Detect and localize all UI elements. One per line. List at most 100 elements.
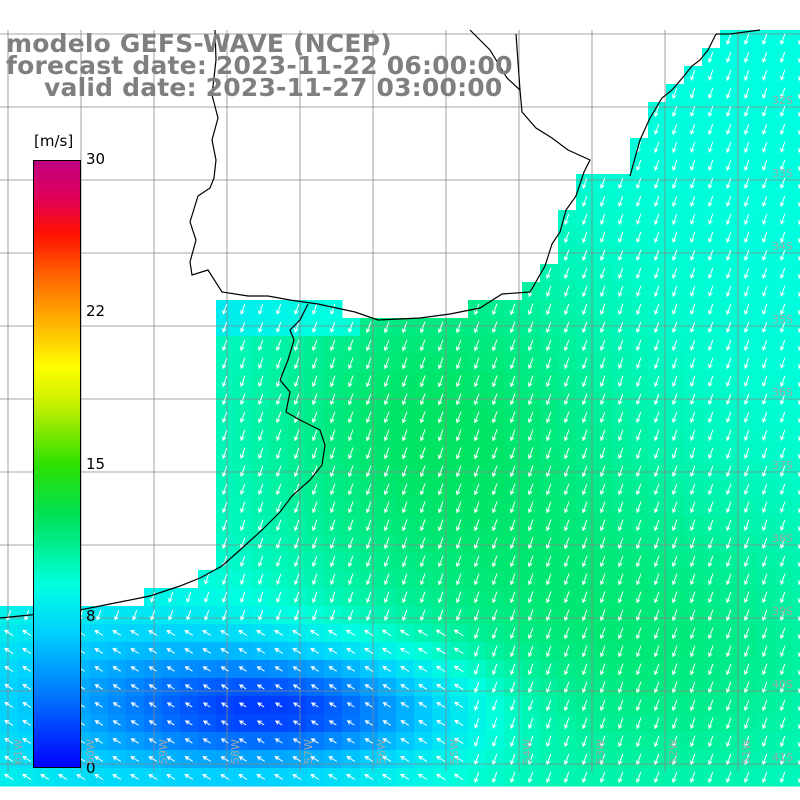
field-cell: [792, 426, 800, 445]
wind-arrow: [312, 303, 318, 315]
wind-arrow: [166, 629, 176, 636]
wind-arrow: [474, 681, 480, 693]
wind-arrow: [617, 645, 624, 658]
wind-arrow: [293, 375, 300, 388]
wind-arrow: [635, 717, 642, 730]
wind-arrow: [365, 321, 372, 334]
wind-arrow: [274, 702, 283, 708]
wind-arrow: [419, 501, 426, 514]
field-cell: [792, 84, 800, 103]
wind-arrow: [564, 213, 570, 226]
wind-arrow: [455, 447, 462, 460]
field-cell: [792, 228, 800, 247]
wind-arrow: [672, 123, 678, 135]
wind-arrow: [780, 753, 786, 766]
wind-arrow: [402, 609, 408, 622]
wind-arrow: [527, 645, 534, 658]
wind-arrow: [780, 105, 786, 117]
wind-arrow: [744, 321, 750, 333]
wind-arrow: [690, 249, 696, 261]
wind-arrow: [220, 774, 230, 780]
wind-arrow: [455, 321, 462, 334]
wind-arrow: [256, 738, 265, 744]
wind-arrow: [690, 357, 696, 370]
wind-arrow: [347, 393, 354, 406]
wind-arrow: [202, 720, 211, 726]
lat-label: 40S: [772, 678, 793, 691]
wind-arrow: [258, 483, 264, 496]
wind-arrow: [222, 339, 228, 352]
wind-arrow: [383, 393, 390, 406]
wind-arrow: [491, 573, 498, 586]
wind-arrow: [726, 483, 732, 496]
wind-arrow: [527, 609, 534, 622]
wind-arrow: [527, 555, 534, 568]
wind-arrow: [527, 627, 534, 640]
wind-arrow: [744, 375, 750, 388]
wind-arrow: [293, 357, 300, 370]
wind-arrow: [22, 665, 32, 672]
wind-arrow: [510, 717, 516, 730]
wind-arrow: [563, 627, 570, 640]
wind-arrow: [527, 321, 534, 334]
wind-arrow: [365, 483, 372, 496]
wind-arrow: [292, 648, 302, 654]
wind-arrow: [453, 647, 464, 655]
wind-arrow: [618, 285, 624, 298]
wind-arrow: [419, 339, 426, 352]
wind-arrow: [418, 683, 428, 690]
wind-arrow: [401, 519, 408, 532]
wind-arrow: [419, 357, 426, 370]
wind-arrow: [726, 159, 732, 171]
wind-arrow: [545, 609, 552, 622]
wind-arrow: [726, 753, 732, 766]
wind-arrow: [492, 681, 498, 694]
wind-arrow: [672, 321, 678, 334]
wind-arrow: [328, 684, 337, 690]
wind-arrow: [744, 735, 750, 748]
wind-arrow: [310, 684, 319, 690]
wind-arrow: [222, 447, 228, 460]
wind-arrow: [455, 591, 462, 604]
wind-arrow: [418, 720, 428, 726]
wind-arrow: [618, 213, 624, 226]
wind-arrow: [654, 321, 660, 334]
wind-arrow: [347, 519, 354, 532]
wind-arrow: [329, 357, 336, 370]
wind-arrow: [761, 681, 768, 694]
wind-arrow: [509, 573, 516, 586]
wind-arrow: [383, 591, 390, 604]
wind-arrow: [310, 647, 320, 654]
wind-arrow: [636, 177, 642, 189]
wind-arrow: [689, 717, 696, 730]
wind-arrow: [346, 666, 356, 672]
wind-arrow: [328, 702, 337, 708]
wind-arrow: [454, 719, 464, 726]
wind-arrow: [726, 303, 732, 315]
wind-arrow: [437, 357, 444, 370]
wind-arrow: [166, 648, 176, 654]
wind-arrow: [545, 627, 552, 640]
wind-arrow: [708, 123, 714, 135]
wind-arrow: [222, 591, 228, 603]
wind-arrow: [689, 591, 696, 604]
wind-arrow: [417, 647, 428, 655]
wind-arrow: [399, 629, 410, 637]
wind-arrow: [58, 773, 68, 780]
wind-arrow: [238, 702, 247, 708]
wind-arrow: [599, 411, 606, 424]
wind-arrow: [599, 519, 606, 532]
wind-arrow: [582, 267, 588, 280]
wind-arrow: [780, 465, 786, 478]
wind-arrow: [600, 267, 606, 280]
wind-arrow: [726, 69, 732, 81]
wind-arrow: [437, 411, 444, 424]
wind-arrow: [581, 717, 588, 730]
wind-arrow: [726, 141, 732, 153]
wind-arrow: [653, 663, 660, 676]
wind-arrow: [581, 501, 588, 514]
wind-arrow: [202, 684, 211, 690]
field-cell: [792, 174, 800, 193]
wind-arrow: [654, 249, 660, 262]
wind-arrow: [581, 609, 588, 622]
